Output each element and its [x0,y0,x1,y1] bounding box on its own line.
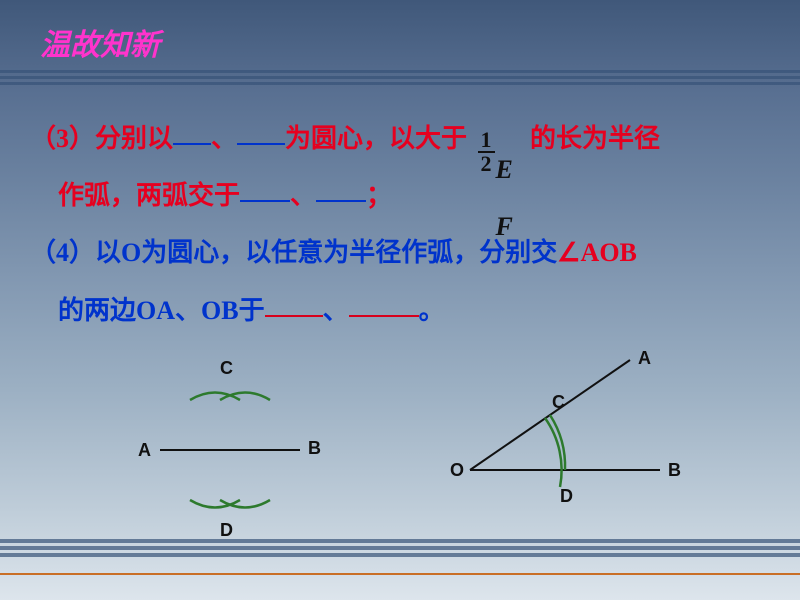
item4-end: 。 [419,296,445,325]
sep-2: 、 [290,181,316,210]
blank-5 [265,291,323,317]
sep-1: 、 [211,124,237,153]
item3-prefix: （3）分别以 [30,124,173,153]
blank-3 [240,176,290,202]
diagram-perpendicular-bisector: A B C D [120,350,380,550]
item4-prefix: （4）以O为圆心，以任意为半径作弧，分别交 [30,238,557,267]
label-A-left: A [138,440,151,461]
label-B-left: B [308,438,321,459]
blank-2 [237,119,285,145]
item3-tail: 的长为半径 [530,124,660,153]
diagram-area: A B C D O B A C D [0,350,800,560]
label-D-right: D [560,486,573,507]
frac-den: 2 [478,153,495,175]
slide-title: 温故知新 [40,20,160,64]
item3-mid: 为圆心，以大于 [285,124,467,153]
blank-1 [173,119,211,145]
item3-end: ； [366,181,392,210]
item4-cont: 的两边OA、OB于 [58,296,265,325]
sep-3: 、 [323,296,349,325]
svg-left [120,350,380,550]
diagram-angle: O B A C D [440,350,740,550]
label-D-left: D [220,520,233,541]
bottom-stripes [0,539,800,560]
label-O: O [450,460,464,481]
angle-aob: ∠AOB [557,238,637,267]
frac-num: 1 [478,129,495,153]
ef-label: E F [496,141,524,255]
blank-6 [349,291,419,317]
top-stripes [0,70,800,88]
item3-cont: 作弧，两弧交于 [58,181,240,210]
content-area: （3）分别以、为圆心，以大于 1 2 E F 的长为半径 作弧，两弧交于、； （… [0,110,800,339]
bottom-accent [0,573,800,575]
blank-4 [316,176,366,202]
label-B-right: B [668,460,681,481]
label-C-right: C [552,392,565,413]
label-C-left: C [220,358,233,379]
fraction: 1 2 [478,129,495,175]
label-A-right: A [638,348,651,369]
svg-right [440,350,740,550]
